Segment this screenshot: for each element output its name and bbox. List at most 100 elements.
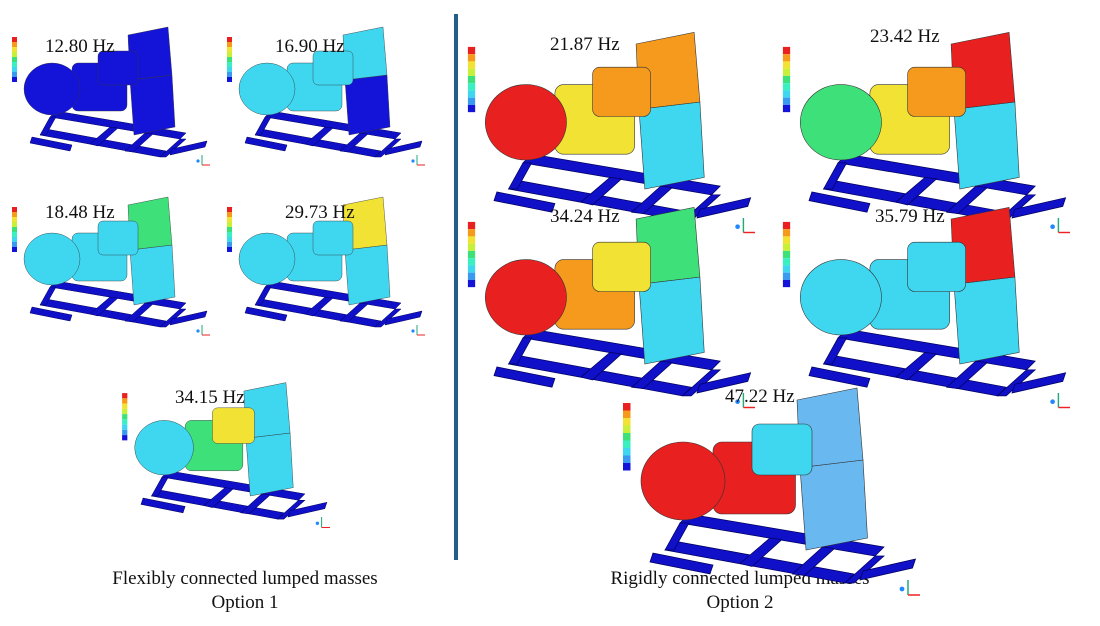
base-frame <box>507 162 533 190</box>
column <box>953 101 1020 190</box>
base-frame <box>254 116 272 136</box>
base-frame <box>151 476 169 497</box>
mode-panel <box>467 32 756 234</box>
legend-swatch <box>782 68 791 76</box>
base-frame <box>89 296 119 317</box>
legend-swatch <box>122 424 128 430</box>
motor <box>800 84 882 161</box>
base-frame <box>945 185 989 215</box>
base-frame <box>507 337 533 365</box>
legend-swatch <box>122 403 128 409</box>
gearbox <box>907 66 966 117</box>
mode-panel <box>122 382 330 529</box>
legend-swatch <box>12 247 17 252</box>
mode-panel <box>12 196 210 336</box>
gearbox <box>751 423 813 476</box>
legend-swatch <box>122 414 128 420</box>
legend-swatch <box>623 425 631 433</box>
axis-triad <box>411 159 415 163</box>
base-frame <box>895 352 938 381</box>
legend-swatch <box>12 207 17 212</box>
legend-swatch <box>12 47 17 52</box>
legend-swatch <box>782 236 791 244</box>
caption: Option 2 <box>706 592 773 613</box>
base-frame <box>493 191 556 213</box>
legend-swatch <box>122 419 128 425</box>
column <box>799 459 868 551</box>
base-frame <box>339 302 369 323</box>
legend-swatch <box>467 250 476 259</box>
legend-swatch <box>12 77 17 82</box>
base-frame <box>649 552 714 575</box>
legend-swatch <box>227 47 232 52</box>
gearbox <box>212 407 255 444</box>
legend-swatch <box>227 242 232 247</box>
motor <box>23 62 81 116</box>
axis-triad <box>196 159 200 163</box>
base-frame <box>696 372 752 394</box>
base-frame <box>384 310 423 326</box>
frequency-label: 47.22 Hz <box>725 386 795 407</box>
legend-swatch <box>12 232 17 237</box>
base-frame <box>630 360 674 390</box>
base-frame <box>169 310 208 326</box>
legend-swatch <box>227 77 232 82</box>
legend-swatch <box>623 433 631 441</box>
legend-swatch <box>623 403 631 411</box>
base-frame <box>159 138 187 158</box>
base-frame <box>276 499 306 520</box>
legend-swatch <box>467 61 476 69</box>
legend-swatch <box>467 68 476 76</box>
legend-swatch <box>122 398 128 404</box>
legend-swatch <box>782 46 791 55</box>
legend-swatch <box>227 207 232 212</box>
frequency-label: 34.24 Hz <box>550 206 620 227</box>
legend-swatch <box>467 258 476 266</box>
legend-swatch <box>227 57 232 62</box>
legend-swatch <box>227 227 232 232</box>
legend-swatch <box>227 232 232 237</box>
motor <box>238 232 296 286</box>
legend-swatch <box>782 104 791 113</box>
column <box>245 432 294 497</box>
base-frame <box>124 302 154 323</box>
motor <box>485 259 567 336</box>
base-frame <box>808 191 871 213</box>
legend-swatch <box>782 90 791 98</box>
base-frame <box>374 308 402 328</box>
legend-swatch <box>12 227 17 232</box>
base-frame <box>304 126 334 147</box>
legend-swatch <box>467 83 476 91</box>
frequency-label: 18.48 Hz <box>45 202 115 223</box>
mode-panel <box>227 196 425 336</box>
base-frame <box>808 366 871 388</box>
base-frame <box>39 116 57 136</box>
base-frame <box>244 306 288 322</box>
base-frame <box>287 501 328 518</box>
caption: Flexibly connected lumped masses <box>112 568 377 589</box>
gearbox <box>907 241 966 292</box>
legend-swatch <box>122 429 128 436</box>
axis-triad <box>196 329 200 333</box>
legend-swatch <box>782 61 791 69</box>
base-frame <box>29 136 73 152</box>
mode-panel <box>782 207 1071 409</box>
gearbox <box>312 50 354 86</box>
motor <box>134 420 194 476</box>
mode-panel <box>467 207 756 409</box>
base-frame <box>630 185 674 215</box>
base-frame <box>339 132 369 153</box>
mode-panel <box>227 26 425 166</box>
legend-swatch <box>467 221 476 230</box>
base-frame <box>240 493 271 515</box>
legend-swatch <box>467 104 476 113</box>
base-frame <box>203 487 235 508</box>
legend-swatch <box>122 408 128 415</box>
legend-swatch <box>122 393 128 399</box>
legend-swatch <box>227 52 232 57</box>
legend-swatch <box>623 448 631 456</box>
base-frame <box>254 286 272 306</box>
legend-swatch <box>12 237 17 242</box>
base-frame <box>89 126 119 147</box>
legend-swatch <box>782 75 791 84</box>
